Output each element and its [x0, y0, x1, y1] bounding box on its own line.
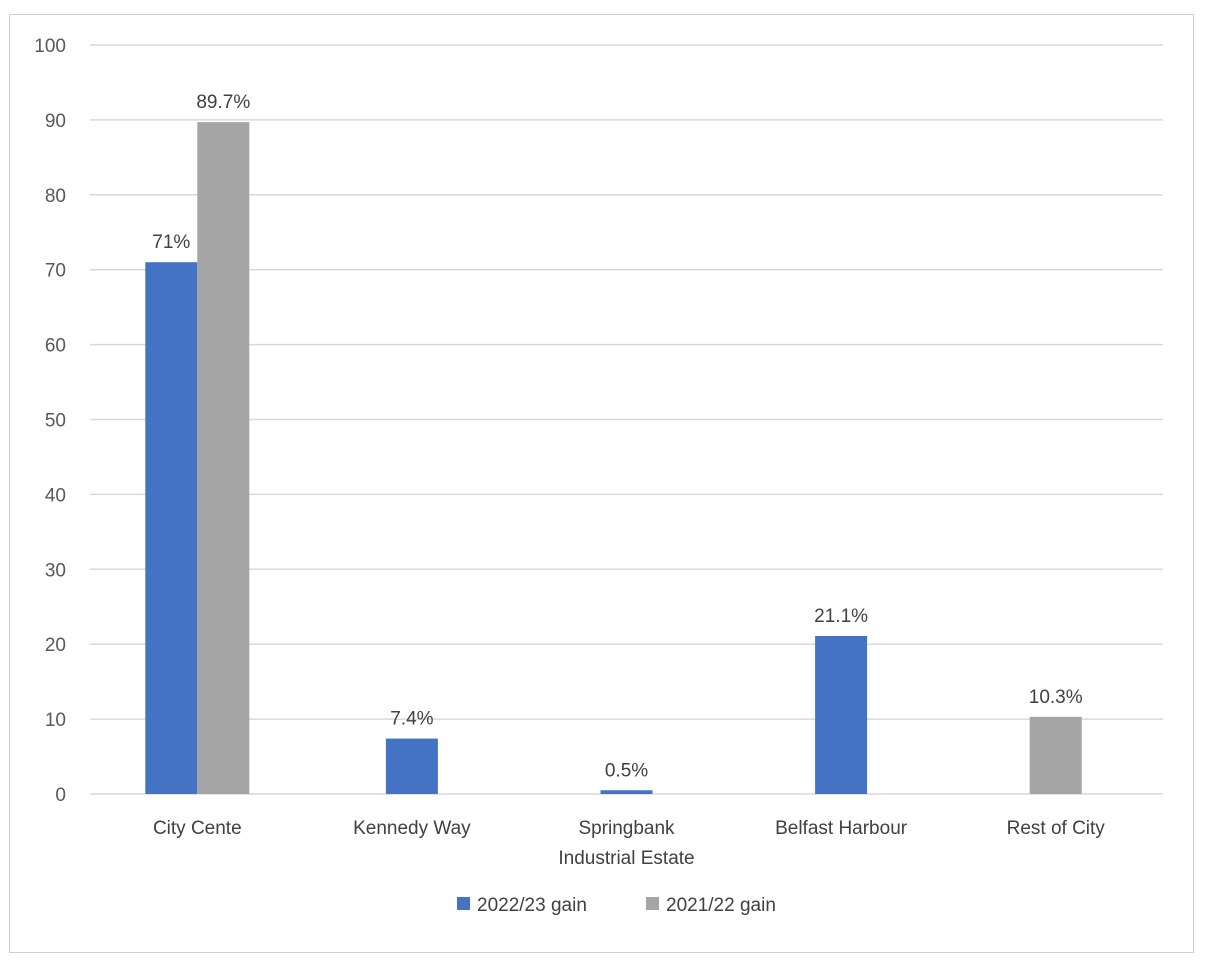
x-category-label: City Cente — [153, 818, 242, 839]
y-axis: 0 10 20 30 40 50 60 70 80 90 100 — [34, 36, 66, 806]
y-tick-label: 30 — [45, 560, 66, 581]
y-tick-label: 60 — [45, 336, 66, 357]
x-category-label: Industrial Estate — [558, 848, 694, 869]
bars — [145, 122, 1082, 795]
data-labels: 71% 89.7% 7.4% 0.5% 21.1% 10.3% — [152, 92, 1082, 781]
data-label: 89.7% — [196, 92, 250, 113]
x-category-label: Belfast Harbour — [775, 818, 908, 839]
y-tick-label: 40 — [45, 485, 66, 506]
bar-2022-23-1 — [385, 738, 438, 794]
data-label: 71% — [152, 232, 190, 253]
legend-entry: 2021/22 gain — [666, 895, 776, 916]
bar-2022-23-2 — [600, 790, 653, 794]
y-tick-label: 50 — [45, 411, 66, 432]
y-tick-label: 90 — [45, 111, 66, 132]
legend-swatch — [457, 897, 470, 910]
gridlines — [90, 44, 1163, 795]
data-label: 7.4% — [390, 709, 433, 730]
y-tick-label: 20 — [45, 635, 66, 656]
data-label: 10.3% — [1029, 687, 1083, 708]
data-label: 21.1% — [814, 606, 868, 627]
legend-entry: 2022/23 gain — [477, 895, 587, 916]
y-tick-label: 0 — [55, 785, 66, 806]
bar-2022-23-0 — [145, 262, 198, 795]
x-axis: City Cente Kennedy Way Springbank Industria… — [153, 818, 1105, 869]
legend-swatch — [646, 897, 659, 910]
bar-2021-22-4 — [1029, 716, 1082, 794]
data-label: 0.5% — [605, 760, 648, 781]
bar-2021-22-0 — [197, 122, 250, 795]
y-tick-label: 80 — [45, 186, 66, 207]
y-tick-label: 70 — [45, 261, 66, 282]
y-tick-label: 100 — [34, 36, 66, 57]
legend: 2022/23 gain 2021/22 gain — [457, 895, 776, 916]
bar-2022-23-3 — [815, 635, 868, 794]
x-category-label: Springbank — [578, 818, 675, 839]
y-tick-label: 10 — [45, 710, 66, 731]
x-category-label: Kennedy Way — [353, 818, 471, 839]
x-category-label: Rest of City — [1007, 818, 1106, 839]
